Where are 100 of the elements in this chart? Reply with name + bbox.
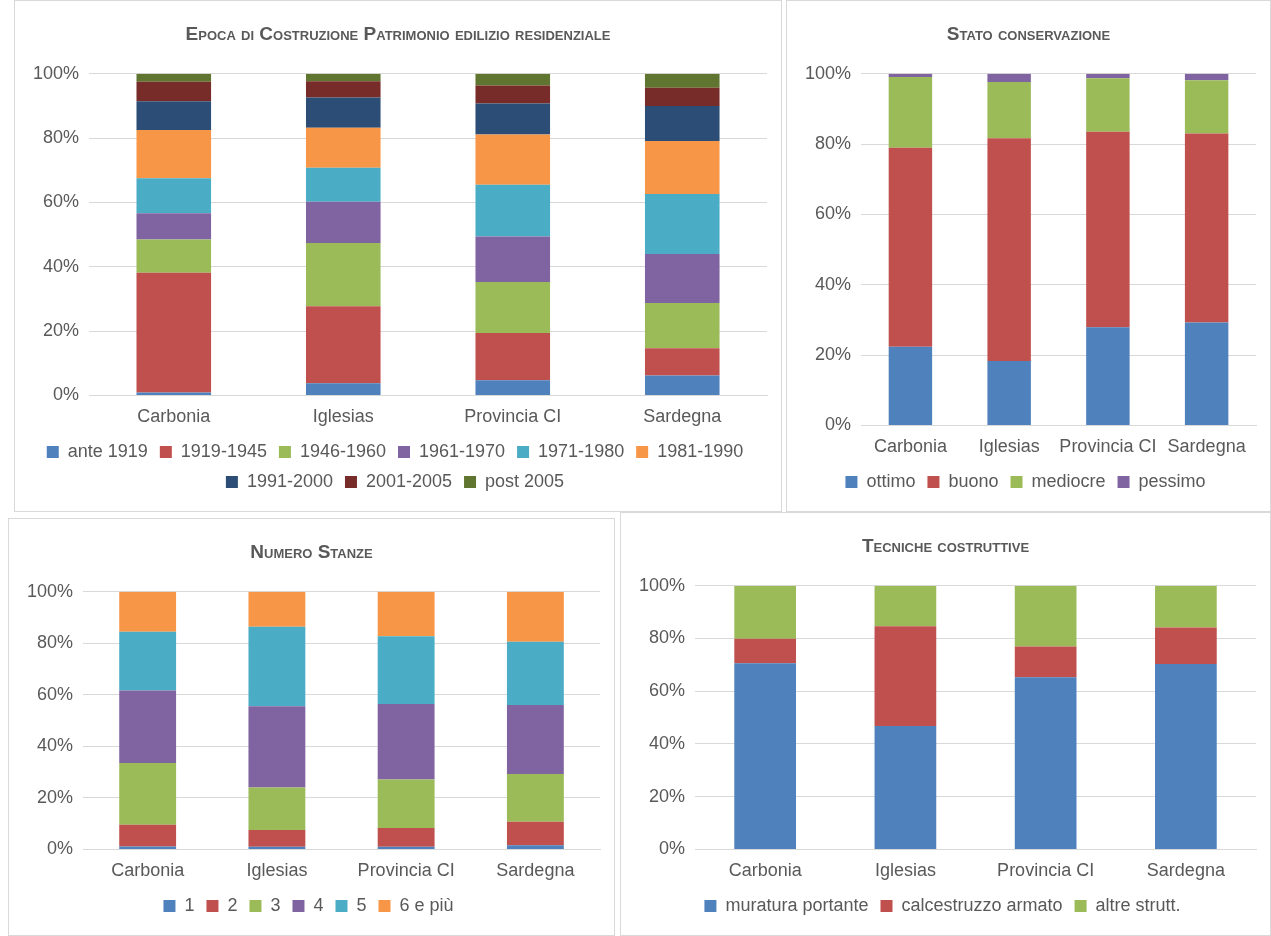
bar: [987, 81, 1031, 139]
bar: [1086, 327, 1130, 425]
bar: [248, 846, 306, 849]
x-tick-label: Sardegna: [1146, 860, 1226, 881]
chart-title: Numero Stanze: [249, 541, 374, 564]
x-tick-label: Sardegna: [1167, 436, 1247, 457]
y-tick-label: 20%: [815, 344, 852, 365]
x-tick-label: Carbonia: [137, 406, 212, 427]
bar: [644, 87, 720, 106]
bar: [475, 134, 551, 185]
bar: [888, 346, 933, 425]
bar: [475, 380, 551, 395]
bar: [888, 73, 933, 77]
bar: [1184, 80, 1229, 134]
bar: [1184, 133, 1229, 323]
chart-title: Tecniche costruttive: [860, 535, 1031, 558]
bar: [644, 73, 720, 88]
bar: [136, 272, 212, 393]
y-tick-label: 0%: [47, 838, 74, 859]
y-tick-label: 80%: [815, 133, 852, 154]
x-tick-label: Provincia CI: [357, 860, 455, 881]
bar: [644, 253, 720, 304]
legend-label: 6 e più: [399, 894, 454, 915]
legend-label: 1946-1960: [299, 440, 387, 461]
y-tick-label: 60%: [37, 683, 74, 704]
bar: [248, 830, 306, 847]
legend-label: 5: [356, 894, 367, 915]
bar: [377, 591, 435, 637]
bar: [305, 167, 381, 202]
bar: [475, 85, 551, 104]
legend-label: ottimo: [866, 470, 916, 491]
bar: [305, 73, 381, 82]
bar: [1014, 646, 1077, 678]
bar: [506, 773, 564, 822]
bar: [475, 281, 551, 334]
y-tick-label: 0%: [659, 838, 686, 859]
bar: [1155, 664, 1217, 849]
bar: [475, 103, 551, 135]
y-tick-label: 100%: [26, 580, 74, 601]
y-tick-label: 60%: [43, 191, 80, 212]
y-tick-label: 0%: [825, 414, 852, 435]
bar: [136, 130, 212, 179]
bar: [305, 127, 381, 168]
bar: [506, 641, 564, 705]
bar: [136, 73, 212, 82]
legend-label: 1919-1945: [180, 440, 267, 461]
bar: [377, 846, 435, 849]
x-tick-label: Carbonia: [728, 860, 803, 881]
bar: [888, 147, 933, 347]
bar: [305, 306, 381, 384]
x-tick-label: Provincia CI: [1059, 436, 1157, 457]
bar: [475, 184, 551, 237]
bar: [644, 303, 720, 349]
bar: [377, 636, 435, 705]
x-tick-label: Iglesias: [246, 860, 308, 881]
bar: [1155, 585, 1217, 628]
bar: [987, 361, 1031, 425]
chart-title: Stato conservazione: [945, 23, 1112, 46]
legend-label: 2001-2005: [365, 470, 453, 491]
legend-label: muratura portante: [725, 894, 869, 915]
bar: [305, 81, 381, 98]
y-tick-label: 20%: [649, 785, 686, 806]
legend-label: 1981-1990: [657, 440, 744, 461]
bar: [119, 690, 177, 764]
x-tick-label: Carbonia: [111, 860, 186, 881]
bar: [987, 138, 1031, 362]
bar: [987, 73, 1031, 82]
bar: [305, 201, 381, 243]
bar: [888, 76, 933, 148]
bar: [874, 626, 937, 727]
bar: [305, 97, 381, 128]
y-tick-label: 80%: [37, 632, 74, 653]
bar: [475, 333, 551, 381]
bar: [305, 383, 381, 395]
bar: [644, 105, 720, 142]
bar: [377, 828, 435, 847]
y-tick-label: 100%: [804, 62, 852, 83]
y-tick-label: 60%: [815, 203, 852, 224]
bar: [734, 585, 797, 639]
y-tick-label: 100%: [638, 574, 686, 595]
bar: [1184, 322, 1229, 425]
y-tick-label: 80%: [649, 627, 686, 648]
bar: [1086, 131, 1130, 328]
bar: [305, 242, 381, 307]
legend-label: pessimo: [1138, 470, 1206, 491]
bar: [1155, 627, 1217, 665]
bar: [734, 663, 797, 849]
legend-label: post 2005: [485, 470, 565, 491]
legend-label: 3: [270, 894, 281, 915]
bar: [1086, 78, 1130, 132]
bar: [506, 591, 564, 642]
x-tick-label: Sardegna: [643, 406, 723, 427]
y-tick-label: 20%: [43, 320, 80, 341]
bar: [475, 236, 551, 282]
bar: [136, 213, 212, 240]
bar: [248, 626, 306, 707]
y-tick-label: 40%: [815, 273, 852, 294]
y-tick-label: 60%: [649, 680, 686, 701]
x-tick-label: Provincia CI: [464, 406, 562, 427]
x-tick-label: Iglesias: [874, 860, 936, 881]
